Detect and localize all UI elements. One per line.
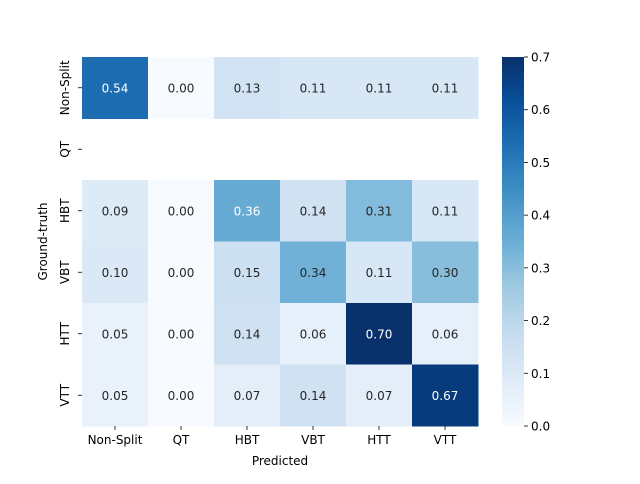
cell-non-split-non-split — [82, 57, 149, 119]
cell-vtt-htt — [346, 364, 413, 427]
cell-value-label: 0.09 — [102, 204, 129, 218]
cell-non-split-qt — [148, 57, 215, 119]
cell-value-label: 0.00 — [168, 327, 195, 341]
cell-non-split-hbt — [214, 57, 281, 119]
colorbar-tick-label: 0.5 — [531, 156, 550, 170]
cell-non-split-vbt — [280, 57, 347, 119]
cell-value-label: 0.15 — [234, 266, 261, 280]
cell-value-label: 0.14 — [300, 204, 327, 218]
cell-htt-vbt — [280, 303, 347, 365]
x-tick-label: HBT — [235, 433, 260, 447]
x-tick-label: VBT — [301, 433, 325, 447]
cell-htt-hbt — [214, 303, 281, 365]
y-tick-label: HTT — [58, 321, 72, 345]
x-tick-label: Non-Split — [88, 433, 143, 447]
y-tick-label: QT — [58, 140, 72, 157]
cell-value-label: 0.11 — [300, 81, 327, 95]
colorbar-tick-label: 0.4 — [531, 209, 550, 223]
colorbar-tick-label: 0.0 — [531, 420, 550, 434]
cell-value-label: 0.00 — [168, 204, 195, 218]
cell-value-label: 0.00 — [168, 389, 195, 403]
cell-hbt-non-split — [82, 180, 149, 242]
cell-value-label: 0.67 — [432, 389, 459, 403]
cell-value-label: 0.14 — [300, 389, 327, 403]
cell-value-label: 0.07 — [366, 389, 393, 403]
cell-htt-htt — [346, 303, 413, 365]
x-axis: Non-Split QT HBT VBT HTT VTT — [88, 426, 457, 447]
heatmap-cell-labels: 0.54 0.00 0.13 0.11 0.11 0.11 0.09 0.00 0.36 0.14… — [102, 81, 459, 403]
cell-value-label: 0.11 — [432, 81, 459, 95]
cell-vbt-htt — [346, 241, 413, 304]
cell-value-label: 0.11 — [366, 81, 393, 95]
cell-hbt-htt — [346, 180, 413, 242]
x-axis-title: Predicted — [252, 454, 308, 468]
cell-value-label: 0.07 — [234, 389, 261, 403]
heatmap-cells — [82, 57, 479, 427]
colorbar-tick-label: 0.2 — [531, 314, 550, 328]
cell-hbt-qt — [148, 180, 215, 242]
x-tick-label: HTT — [367, 433, 391, 447]
cell-value-label: 0.54 — [102, 81, 129, 95]
cell-value-label: 0.00 — [168, 81, 195, 95]
y-tick-label: Non-Split — [58, 60, 72, 115]
cell-value-label: 0.10 — [102, 266, 129, 280]
colorbar-tick-label: 0.6 — [531, 103, 550, 117]
cell-vbt-vtt — [412, 241, 479, 304]
y-axis-title: Ground-truth — [36, 202, 50, 280]
cell-value-label: 0.11 — [432, 204, 459, 218]
colorbar-gradient — [502, 57, 524, 426]
cell-value-label: 0.11 — [366, 266, 393, 280]
cell-value-label: 0.70 — [366, 327, 393, 341]
cell-vbt-non-split — [82, 241, 149, 304]
cell-value-label: 0.31 — [366, 204, 393, 218]
cell-vtt-non-split — [82, 364, 149, 427]
cell-value-label: 0.14 — [234, 327, 261, 341]
cell-non-split-vtt — [412, 57, 479, 119]
x-tick-label: VTT — [434, 433, 457, 447]
cell-htt-vtt — [412, 303, 479, 365]
colorbar-tick-label: 0.1 — [531, 367, 550, 381]
cell-vtt-hbt — [214, 364, 281, 427]
cell-value-label: 0.36 — [234, 204, 261, 218]
cell-vbt-hbt — [214, 241, 281, 304]
cell-value-label: 0.34 — [300, 266, 327, 280]
cell-value-label: 0.05 — [102, 389, 129, 403]
colorbar-tick-label: 0.7 — [531, 51, 550, 65]
cell-value-label: 0.13 — [234, 81, 261, 95]
cell-vtt-vbt — [280, 364, 347, 427]
y-tick-label: VBT — [58, 260, 72, 284]
cell-hbt-vbt — [280, 180, 347, 242]
cell-vbt-vbt — [280, 241, 347, 304]
cell-value-label: 0.30 — [432, 266, 459, 280]
colorbar-tick-label: 0.3 — [531, 261, 550, 275]
y-tick-label: VTT — [58, 383, 72, 406]
cell-htt-qt — [148, 303, 215, 365]
cell-value-label: 0.00 — [168, 266, 195, 280]
cell-vtt-qt — [148, 364, 215, 427]
cell-value-label: 0.06 — [432, 327, 459, 341]
cell-vtt-vtt — [412, 364, 479, 427]
y-tick-label: HBT — [58, 198, 72, 223]
colorbar: 0.0 0.1 0.2 0.3 0.4 0.5 0.6 0.7 — [502, 51, 550, 434]
cell-htt-non-split — [82, 303, 149, 365]
x-tick-label: QT — [173, 433, 190, 447]
cell-non-split-htt — [346, 57, 413, 119]
y-axis: Non-Split QT HBT VBT HTT VTT — [58, 60, 82, 407]
cell-value-label: 0.06 — [300, 327, 327, 341]
cell-vbt-qt — [148, 241, 215, 304]
cell-hbt-hbt — [214, 180, 281, 242]
cell-value-label: 0.05 — [102, 327, 129, 341]
cell-hbt-vtt — [412, 180, 479, 242]
